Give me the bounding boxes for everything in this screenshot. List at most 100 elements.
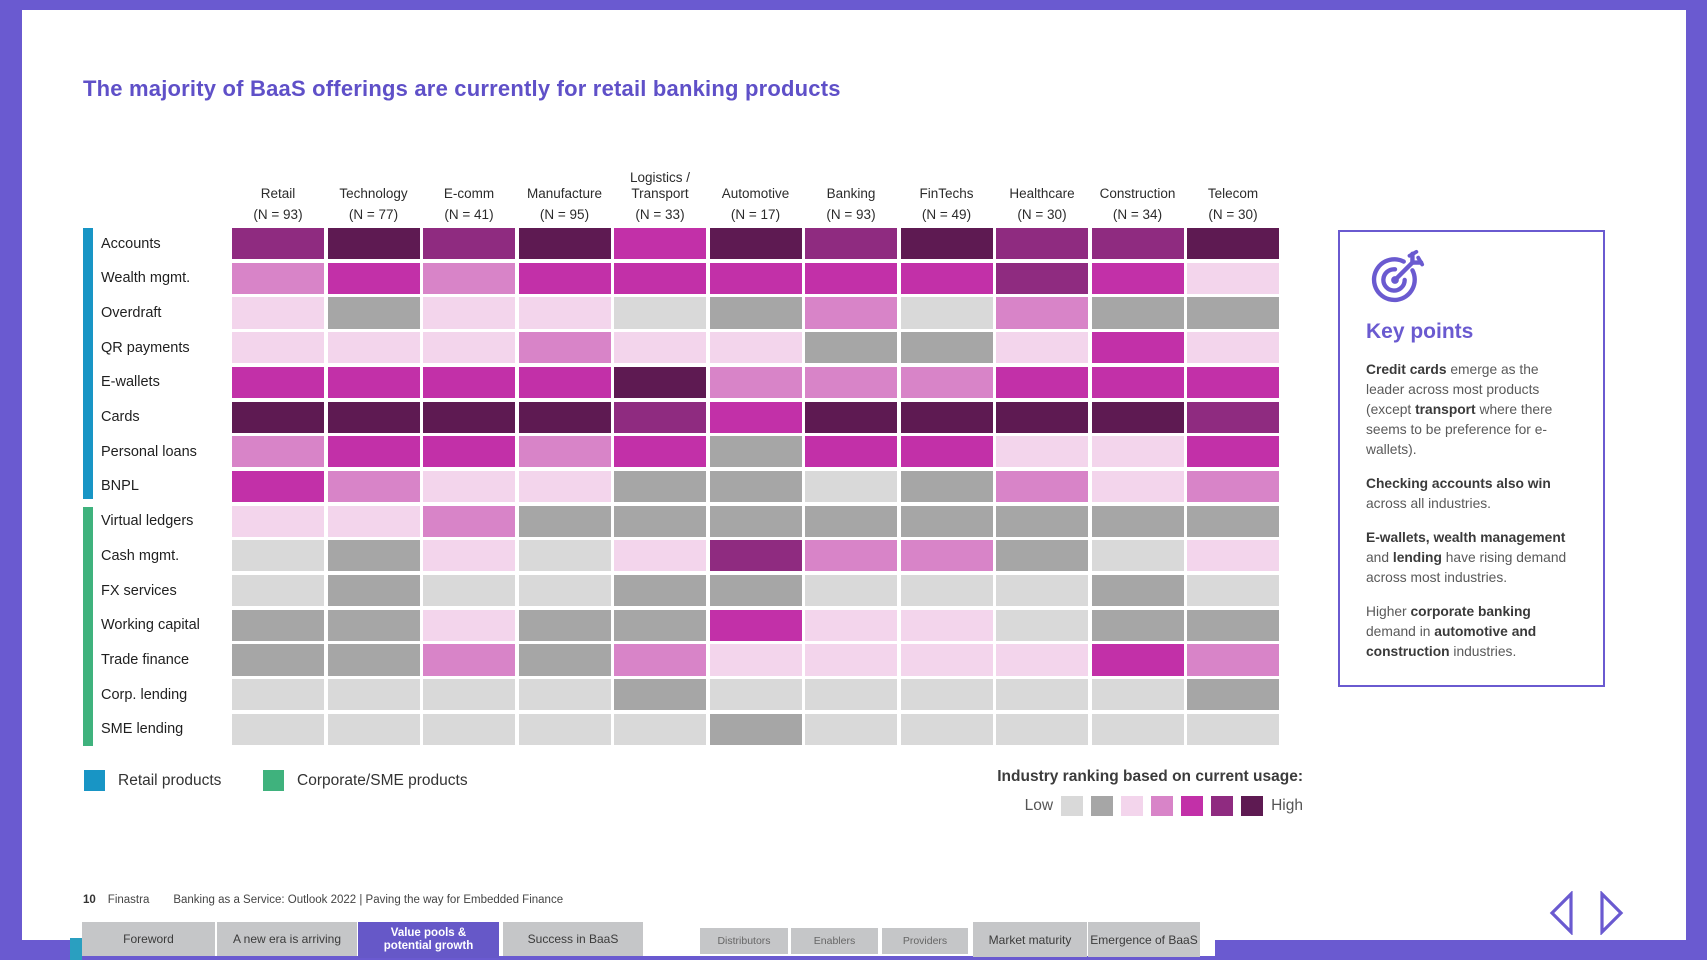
column-header: Banking (N = 93) (826, 186, 876, 222)
heatmap-cell (423, 540, 515, 572)
heatmap-cell (327, 228, 420, 260)
heatmap-cell (614, 713, 706, 745)
heatmap-cell (996, 470, 1088, 503)
heatmap-cell (518, 470, 611, 503)
heatmap-cell (614, 262, 706, 294)
heatmap-cell (805, 262, 897, 294)
row-label: QR payments (101, 339, 190, 356)
heatmap-cell (709, 470, 802, 503)
page-number: 10 (83, 894, 96, 906)
heatmap-cell (709, 262, 802, 294)
heatmap-cell (327, 575, 420, 607)
heatmap-cell (232, 713, 324, 745)
tab-market-maturity[interactable]: Market maturity (973, 922, 1087, 957)
scale-swatch (1091, 796, 1114, 816)
scale-high-label: High (1271, 797, 1303, 814)
heatmap-cell (327, 332, 420, 364)
heatmap-cell (327, 297, 420, 329)
tab-value-pools-potential-growth[interactable]: Value pools & potential growth (358, 922, 499, 958)
page-title: The majority of BaaS offerings are curre… (83, 76, 841, 101)
heatmap-cell (232, 262, 324, 294)
tab-enablers[interactable]: Enablers (791, 928, 878, 954)
heatmap-cell (232, 297, 324, 329)
heatmap-cell (996, 436, 1088, 468)
tab-foreword[interactable]: Foreword (82, 922, 215, 956)
column-header: Logistics / Transport (N = 33) (629, 170, 691, 222)
heatmap-cell (996, 713, 1088, 745)
heatmap-cell (996, 609, 1088, 641)
corner-accent (70, 938, 82, 960)
heatmap-cell (518, 262, 611, 294)
row-label: Personal loans (101, 443, 197, 460)
column-header: Construction (N = 34) (1099, 186, 1176, 222)
column-header: FinTechs (N = 49) (919, 186, 974, 222)
page-footer: 10 Finastra Banking as a Service: Outloo… (83, 894, 563, 906)
heatmap-cell (232, 644, 324, 676)
heatmap-cell (232, 540, 324, 572)
heatmap-cell (1187, 470, 1279, 503)
heatmap-cell (518, 505, 611, 537)
heatmap-cell (900, 470, 993, 503)
heatmap-cell (232, 575, 324, 607)
heatmap-cell (327, 505, 420, 537)
heatmap-cell (518, 297, 611, 329)
heatmap-cell (614, 401, 706, 433)
heatmap-cell (1091, 713, 1184, 745)
heatmap-cell (327, 713, 420, 745)
heatmap-cell (900, 540, 993, 572)
next-page-button[interactable] (1597, 890, 1625, 940)
tab-success-in-baas[interactable]: Success in BaaS (503, 922, 643, 956)
row-label: Virtual ledgers (101, 513, 194, 530)
heatmap-cell (614, 609, 706, 641)
heatmap-cell (1187, 436, 1279, 468)
heatmap-cell (614, 644, 706, 676)
scale-swatch (1211, 796, 1234, 816)
heatmap-cell (996, 262, 1088, 294)
heatmap-cell (900, 436, 993, 468)
heatmap-cell (518, 679, 611, 711)
scale-swatch (1241, 796, 1264, 816)
heatmap-cell (423, 401, 515, 433)
key-points-panel: Key points Credit cards emerge as the le… (1338, 230, 1605, 687)
scale-swatch (1151, 796, 1174, 816)
heatmap-cell (996, 332, 1088, 364)
heatmap-cell (805, 297, 897, 329)
heatmap-cell (327, 436, 420, 468)
color-scale-title: Industry ranking based on current usage: (997, 768, 1303, 785)
heatmap-cell (232, 436, 324, 468)
previous-page-button[interactable] (1548, 890, 1576, 940)
heatmap-cell (1091, 540, 1184, 572)
heatmap-cell (1187, 679, 1279, 711)
heatmap-cell (423, 644, 515, 676)
tab-emergence-of-baas[interactable]: Emergence of BaaS (1088, 922, 1200, 957)
heatmap-cell (614, 540, 706, 572)
heatmap-cell (1091, 228, 1184, 260)
key-point-paragraph: Checking accounts also win across all in… (1366, 476, 1551, 511)
tab-distributors[interactable]: Distributors (700, 928, 788, 954)
heatmap-cell (232, 679, 324, 711)
tab-providers[interactable]: Providers (882, 928, 968, 954)
heatmap-cell (1187, 713, 1279, 745)
heatmap-cell (900, 366, 993, 398)
heatmap-cell (709, 228, 802, 260)
heatmap-cell (805, 609, 897, 641)
tab-a-new-era-is-arriving[interactable]: A new era is arriving (217, 922, 357, 956)
heatmap-cell (1091, 297, 1184, 329)
heatmap-cell (1187, 505, 1279, 537)
heatmap-cell (900, 575, 993, 607)
heatmap-cell (423, 470, 515, 503)
heatmap-cell (518, 540, 611, 572)
heatmap-cell (327, 609, 420, 641)
scale-low-label: Low (1024, 797, 1054, 814)
column-header: Healthcare (N = 30) (1009, 186, 1075, 222)
column-header: Retail (N = 93) (253, 186, 303, 222)
heatmap-cell (709, 540, 802, 572)
heatmap-cell (423, 332, 515, 364)
column-header: Telecom (N = 30) (1207, 186, 1259, 222)
heatmap-cell (805, 713, 897, 745)
heatmap-cell (423, 505, 515, 537)
heatmap-cell (709, 366, 802, 398)
heatmap-cell (423, 436, 515, 468)
